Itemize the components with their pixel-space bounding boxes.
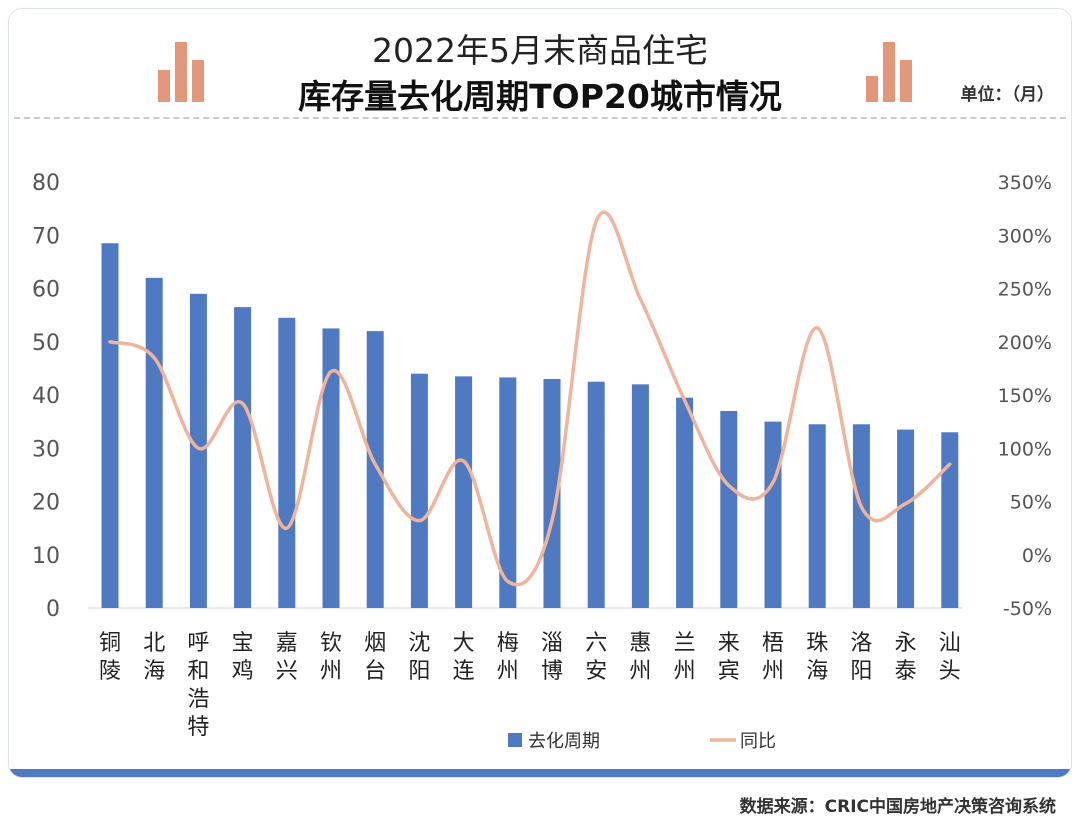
left-tick-label: 10 — [32, 544, 60, 569]
x-tick-label: 钦州 — [320, 631, 342, 684]
yoy-point-呼和浩特 — [197, 447, 199, 449]
yoy-point-北海 — [153, 357, 155, 359]
bar-珠海 — [808, 424, 826, 608]
yoy-point-来宾 — [728, 485, 730, 487]
chart-svg: 0 10 20 30 40 50 60 70 80 -50% 0% 50% 100% 150% 200% 2… — [32, 171, 1052, 752]
yoy-point-钦州 — [330, 371, 332, 373]
bar-来宾 — [720, 410, 738, 608]
bar-钦州 — [322, 328, 340, 608]
chart-card — [8, 8, 1072, 778]
bar-兰州 — [676, 397, 694, 608]
right-tick-label: 200% — [998, 332, 1052, 354]
bar-六安 — [587, 381, 605, 608]
x-tick-label: 六安 — [585, 631, 607, 684]
unit-label: 单位：（月） — [960, 85, 1055, 105]
yoy-point-洛阳 — [860, 506, 862, 508]
left-tick-label: 50 — [32, 331, 60, 356]
x-tick-label: 沈阳 — [408, 631, 430, 684]
x-tick-label: 烟台 — [364, 631, 386, 684]
x-tick-label: 珠海 — [806, 631, 828, 684]
right-axis: -50% 0% 50% 100% 150% 200% 250% 300% 350% — [998, 172, 1052, 620]
legend-bar-label: 去化周期 — [528, 731, 600, 752]
x-tick-label: 兰州 — [674, 631, 696, 684]
left-tick-label: 30 — [32, 437, 60, 462]
yoy-point-梧州 — [772, 481, 774, 483]
legend: 去化周期 同比 — [508, 731, 776, 752]
yoy-point-永泰 — [905, 503, 907, 505]
yoy-point-嘉兴 — [286, 527, 288, 529]
bar-呼和浩特 — [189, 293, 207, 608]
x-tick-label: 淄博 — [541, 631, 563, 684]
bar-梅州 — [499, 377, 517, 608]
legend-bar-swatch — [508, 733, 522, 747]
x-tick-label: 北海 — [143, 631, 165, 684]
data-source: 数据来源：CRIC中国房地产决策咨询系统 — [739, 797, 1056, 817]
x-tick-label: 永泰 — [895, 631, 917, 684]
bar-沈阳 — [410, 373, 428, 608]
bar-大连 — [455, 376, 473, 608]
left-tick-label: 60 — [32, 278, 60, 303]
right-tick-label: 300% — [998, 225, 1052, 247]
x-tick-label: 梅州 — [497, 631, 519, 684]
x-tick-label: 梧州 — [762, 631, 784, 684]
right-tick-label: 350% — [998, 172, 1052, 194]
right-tick-label: 150% — [998, 385, 1052, 407]
bar-chart-icon-right — [866, 40, 914, 102]
bar-永泰 — [897, 429, 915, 608]
x-tick-label: 呼和浩特 — [187, 631, 209, 740]
yoy-point-烟台 — [374, 463, 376, 465]
x-tick-label: 洛阳 — [850, 631, 872, 684]
right-tick-label: 0% — [1022, 545, 1052, 567]
bar-淄博 — [543, 379, 561, 608]
yoy-point-铜陵 — [109, 341, 111, 343]
yoy-point-淄博 — [551, 520, 553, 522]
yoy-point-兰州 — [684, 399, 686, 401]
bar-梧州 — [764, 421, 782, 608]
yoy-point-大连 — [463, 460, 465, 462]
right-tick-label: -50% — [1003, 598, 1052, 620]
bar-铜陵 — [101, 243, 119, 609]
legend-line-label: 同比 — [740, 731, 776, 752]
x-tick-label: 大连 — [453, 631, 475, 684]
bar-烟台 — [366, 331, 384, 608]
bar-洛阳 — [852, 424, 870, 608]
chart-title-line1: 2022年5月末商品住宅 — [372, 31, 708, 70]
header-divider — [14, 117, 1066, 119]
left-tick-label: 80 — [32, 171, 60, 196]
line-layer — [108, 210, 952, 587]
bar-chart-icon-left — [158, 40, 206, 102]
yoy-point-珠海 — [816, 327, 818, 329]
x-tick-label: 汕头 — [939, 631, 961, 684]
right-tick-label: 50% — [1010, 492, 1052, 514]
x-tick-label: 来宾 — [718, 631, 740, 684]
x-tick-label: 惠州 — [629, 631, 651, 684]
left-tick-label: 70 — [32, 224, 60, 249]
bar-嘉兴 — [278, 317, 296, 608]
yoy-point-梅州 — [507, 580, 509, 582]
bar-汕头 — [941, 432, 959, 608]
bar-惠州 — [631, 384, 649, 608]
card-bottom-bar — [9, 769, 1071, 777]
bar-宝鸡 — [234, 307, 252, 608]
yoy-point-宝鸡 — [242, 403, 244, 405]
chart-title-line2: 库存量去化周期TOP20城市情况 — [298, 77, 782, 116]
bar-北海 — [145, 277, 163, 608]
x-tick-label: 铜陵 — [99, 631, 121, 684]
bars-layer — [88, 243, 962, 609]
yoy-point-沈阳 — [418, 520, 420, 522]
yoy-line — [108, 210, 952, 587]
x-tick-label: 宝鸡 — [232, 631, 254, 684]
left-axis: 0 10 20 30 40 50 60 70 80 — [32, 171, 60, 622]
right-tick-label: 250% — [998, 279, 1052, 301]
yoy-point-六安 — [595, 220, 597, 222]
left-tick-label: 20 — [32, 491, 60, 516]
x-tick-label: 嘉兴 — [276, 631, 298, 684]
right-tick-label: 100% — [998, 438, 1052, 460]
yoy-point-汕头 — [949, 463, 951, 465]
yoy-point-惠州 — [639, 298, 641, 300]
left-tick-label: 0 — [46, 597, 60, 622]
left-tick-label: 40 — [32, 384, 60, 409]
